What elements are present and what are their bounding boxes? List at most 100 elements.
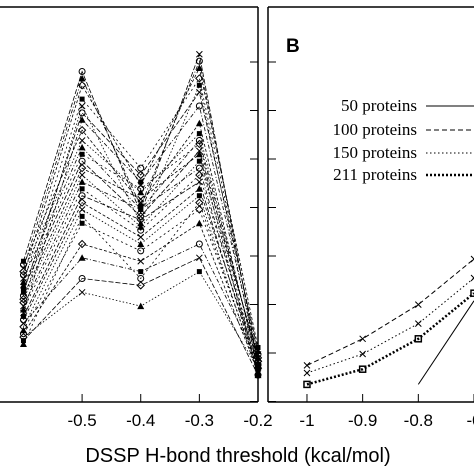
panel-a-data-point <box>137 275 145 282</box>
panel-a-data-point <box>255 345 261 350</box>
panel-a-data-point <box>77 198 87 207</box>
panel-a-series-line <box>23 208 259 369</box>
panel-b-label: B <box>286 36 300 57</box>
panel-b-series-line <box>306 292 474 386</box>
panel-a-data-point <box>137 240 145 247</box>
panel-a-data-point <box>195 57 203 65</box>
panel-a-data-point <box>20 286 26 292</box>
panel-b-series-line <box>306 258 474 366</box>
panel-a-frame <box>0 6 259 403</box>
panel-a-data-point <box>77 125 87 135</box>
panel-a-data-point <box>79 220 85 226</box>
panel-a-data-point <box>136 170 145 180</box>
legend-label-100: 100 proteins <box>332 120 417 139</box>
panel-a-data-point <box>137 302 145 310</box>
panel-a-data-point <box>137 181 145 189</box>
panel-b-data-point <box>303 380 311 389</box>
panel-a-data-point <box>195 219 203 227</box>
panel-a-series-line <box>23 201 259 372</box>
legend-label-211: 211 proteins <box>333 165 417 184</box>
panel-a-plot <box>19 50 263 379</box>
panel-a-data-point <box>20 309 27 317</box>
legend: 50 proteins 100 proteins 150 proteins 21… <box>332 96 474 184</box>
panel-a-data-point <box>137 247 145 255</box>
panel-a-data-point <box>196 82 202 88</box>
panel-a-data-point <box>19 278 27 285</box>
panel-a-data-point <box>195 150 203 158</box>
panel-b-data-point <box>470 255 474 263</box>
panel-b-xtick-label: -0.8 <box>404 411 433 430</box>
panel-a-data-point <box>137 219 145 227</box>
panel-a-series-line <box>23 105 259 358</box>
panel-a-data-point <box>195 64 203 72</box>
panel-a-series-line <box>23 122 259 369</box>
panel-a-data-point <box>78 137 86 144</box>
panel-a-series-line <box>23 132 259 365</box>
panel-b-data-point <box>470 289 474 297</box>
panel-a-data-point <box>254 371 262 379</box>
panel-b-data-point <box>470 274 474 282</box>
panel-a-series-line <box>23 188 259 365</box>
panel-b-plot <box>303 255 474 389</box>
panel-a-data-point <box>79 96 85 102</box>
panel-a-data-point <box>19 306 27 313</box>
panel-a-data-point <box>78 171 86 179</box>
panel-a-data-point <box>196 131 202 137</box>
panel-a-series-line <box>23 160 259 355</box>
panel-a-data-point <box>78 288 86 296</box>
panel-a-data-point <box>78 206 86 213</box>
panel-a-data-point <box>196 178 203 186</box>
panel-b-data-point <box>414 320 422 327</box>
panel-a-data-point <box>78 116 86 123</box>
panel-b-data-point <box>359 350 367 358</box>
panel-a-data-point <box>196 269 202 275</box>
panel-a-data-point <box>19 271 27 279</box>
panel-a-data-point <box>137 226 145 234</box>
panel-a-data-point <box>195 102 203 110</box>
panel-a-data-point <box>138 179 144 185</box>
panel-a-data-point <box>136 281 145 290</box>
panel-a-data-point <box>78 68 86 75</box>
panel-b-series-line <box>306 277 474 374</box>
panel-a-data-point <box>20 264 27 272</box>
panel-a-data-point <box>78 74 86 82</box>
panel-a-data-point <box>195 198 204 207</box>
legend-label-50: 50 proteins <box>341 96 417 115</box>
panel-a-data-point <box>195 139 204 149</box>
panel-b-frame <box>267 6 474 403</box>
panel-a-data-point <box>196 254 203 262</box>
panel-b-axis: -1 -0.9 -0.8 -0 <box>268 61 474 430</box>
panel-a-data-point <box>138 269 144 275</box>
panel-a-data-point <box>20 319 27 327</box>
panel-b-xtick-label: -0 <box>466 411 474 430</box>
panel-a-data-point <box>254 361 262 368</box>
panel-a-series-line <box>23 143 259 372</box>
panel-b-xtick-label: -1 <box>299 411 314 430</box>
panel-a-data-point <box>20 258 26 264</box>
panel-a-data-point <box>78 109 86 117</box>
panel-a-data-point <box>78 275 86 282</box>
panel-a-data-point <box>195 205 204 214</box>
panel-a-data-point <box>195 240 203 248</box>
panel-a-data-point <box>77 163 87 173</box>
panel-a-data-point <box>196 50 203 58</box>
panel-a-data-point <box>79 151 85 157</box>
legend-label-150: 150 proteins <box>332 143 417 162</box>
panel-a-data-point <box>77 239 87 249</box>
panel-a-data-point <box>19 298 28 307</box>
panel-a-data-point <box>78 178 86 185</box>
panel-b-data-point <box>358 365 367 373</box>
panel-a-data-point <box>137 233 145 241</box>
panel-a-series-line <box>23 271 259 369</box>
panel-a-series-line <box>23 174 259 362</box>
panel-a-data-point <box>78 102 86 110</box>
panel-a-data-point <box>196 158 202 164</box>
panel-a-series-line <box>23 222 259 372</box>
panel-b-data-point <box>303 369 311 377</box>
panel-a-data-point <box>137 164 145 172</box>
panel-a-data-point <box>137 257 145 265</box>
panel-a-data-point <box>79 213 85 219</box>
panel-b-data-point <box>359 335 367 343</box>
panel-a-series-line <box>23 52 259 365</box>
panel-a-data-point <box>19 340 27 348</box>
